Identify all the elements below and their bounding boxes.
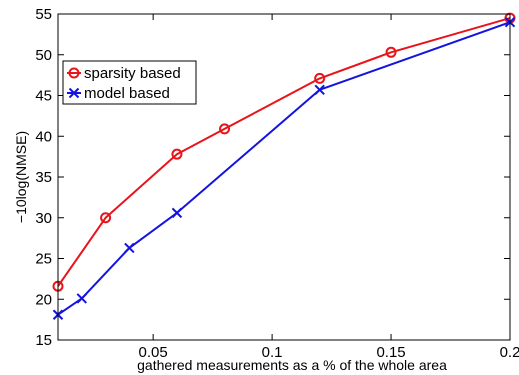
x-tick-label: 0.2: [500, 344, 519, 361]
legend-entry-sparsity-based: sparsity based: [67, 65, 181, 82]
y-tick-label: 55: [35, 6, 52, 23]
series-line: [57, 17, 511, 287]
data-point-circle: [219, 123, 231, 135]
data-point-x: [76, 293, 87, 304]
y-tick-label: 15: [35, 332, 52, 349]
y-axis-label: −10log(NMSE): [13, 131, 29, 223]
legend-label-sparsity-based: sparsity based: [84, 65, 181, 82]
data-point-x: [124, 242, 135, 254]
x-tick-label: 0.1: [262, 344, 283, 361]
data-point-x: [68, 87, 80, 99]
data-point-circle: [171, 148, 183, 160]
data-point-circle: [385, 46, 397, 58]
y-tick-label: 25: [35, 251, 52, 268]
legend-marker-circle: [67, 67, 81, 79]
x-axis-label: gathered measurements as a % of the whol…: [137, 357, 447, 373]
x-tick-label: 0.05: [139, 344, 168, 361]
legend-marker-x: [67, 87, 81, 99]
data-point-x: [314, 84, 325, 96]
legend-entry-model-based: model based: [67, 85, 170, 102]
y-tick-label: 45: [35, 88, 52, 105]
data-point-circle: [314, 72, 326, 84]
x-tick-label: 0.15: [376, 344, 405, 361]
data-point-circle: [68, 67, 80, 79]
y-tick-label: 40: [35, 128, 52, 145]
y-tick-label: 20: [35, 291, 52, 308]
data-point-x: [171, 207, 183, 219]
ticks-layer: 0.05 0.1 0.15 0.2 15 20 25 30 35 40 45 50 55: [35, 6, 519, 361]
legend-label-model-based: model based: [84, 85, 170, 102]
y-tick-label: 50: [35, 47, 52, 64]
legend-box: [62, 60, 197, 105]
data-point-circle: [100, 212, 112, 224]
y-tick-label: 30: [35, 210, 52, 227]
legend: sparsity based model based: [62, 60, 197, 105]
y-tick-label: 35: [35, 169, 52, 186]
